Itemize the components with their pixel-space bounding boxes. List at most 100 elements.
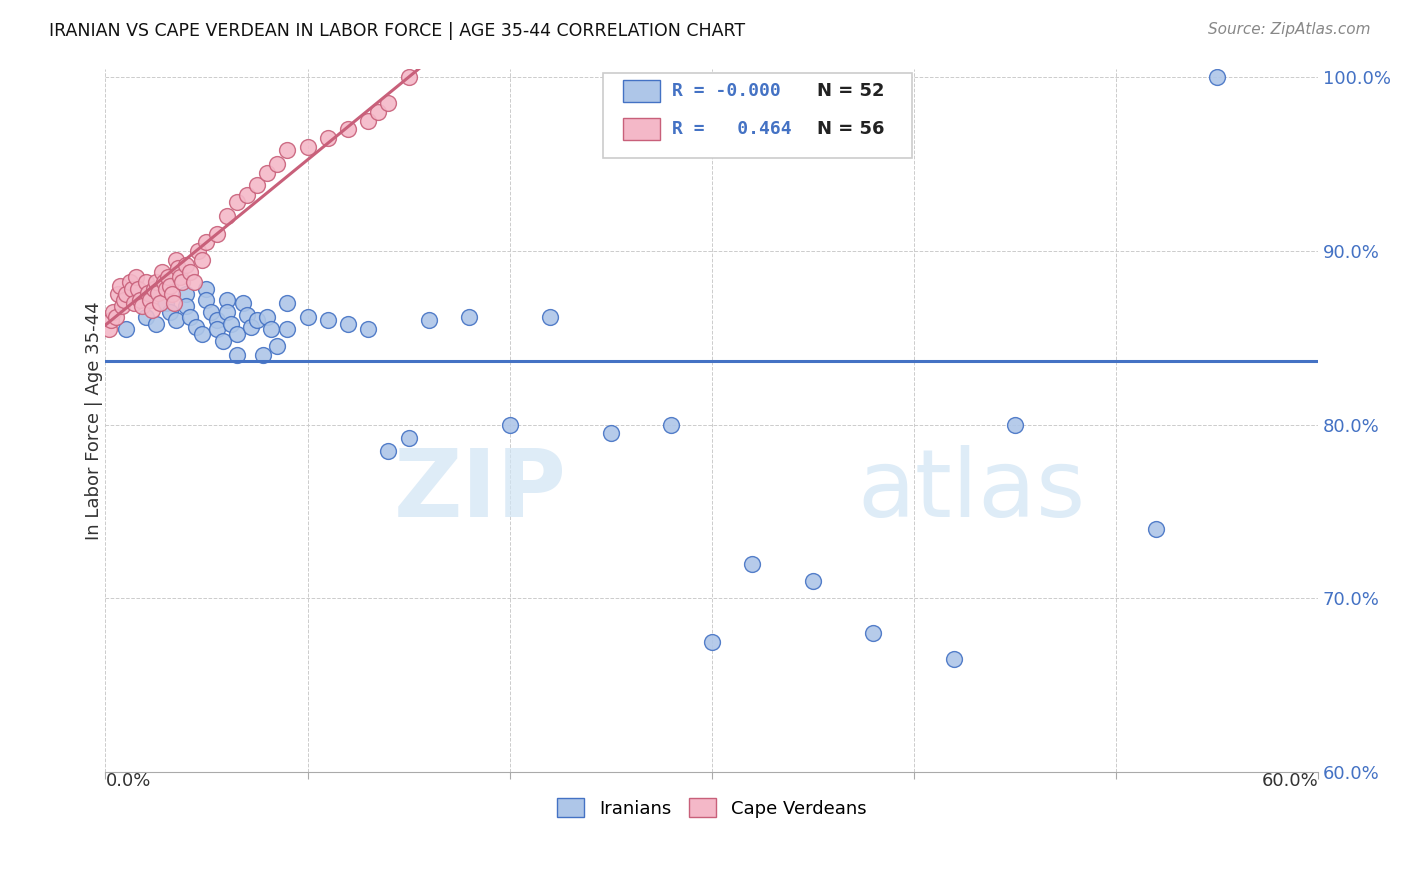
Point: [398, 70, 420, 85]
Point: [357, 322, 380, 336]
Point: [195, 282, 218, 296]
Point: [215, 304, 238, 318]
Point: [205, 322, 228, 336]
Text: ZIP: ZIP: [394, 444, 567, 537]
Point: [135, 275, 157, 289]
Point: [141, 302, 163, 317]
Point: [172, 275, 194, 289]
Point: [174, 300, 197, 314]
Point: [219, 317, 242, 331]
Point: [125, 269, 148, 284]
Point: [659, 417, 682, 432]
Point: [142, 282, 165, 296]
Point: [225, 327, 247, 342]
Point: [183, 275, 205, 289]
Point: [107, 287, 129, 301]
Point: [398, 432, 420, 446]
Point: [232, 296, 254, 310]
Point: [276, 143, 298, 157]
Point: [195, 293, 218, 307]
Point: [297, 139, 319, 153]
Text: R = -0.000: R = -0.000: [672, 82, 780, 100]
Point: [246, 313, 269, 327]
Point: [336, 317, 359, 331]
Y-axis label: In Labor Force | Age 35-44: In Labor Force | Age 35-44: [86, 301, 103, 540]
Point: [159, 278, 181, 293]
Point: [108, 278, 131, 293]
Point: [367, 104, 389, 119]
Point: [104, 310, 127, 324]
Point: [145, 275, 167, 289]
Point: [167, 261, 190, 276]
Point: [146, 285, 169, 300]
Point: [377, 443, 399, 458]
Point: [121, 282, 143, 296]
Text: Source: ZipAtlas.com: Source: ZipAtlas.com: [1208, 22, 1371, 37]
Point: [150, 265, 173, 279]
Point: [276, 296, 298, 310]
Point: [149, 296, 172, 310]
Point: [165, 313, 187, 327]
Point: [498, 417, 520, 432]
Point: [110, 300, 132, 314]
Point: [139, 293, 162, 307]
Point: [256, 310, 278, 324]
Point: [112, 293, 135, 307]
Point: [357, 113, 380, 128]
Point: [599, 426, 621, 441]
Point: [135, 310, 157, 324]
Point: [943, 652, 966, 666]
Point: [297, 310, 319, 324]
Point: [155, 296, 177, 310]
Point: [256, 166, 278, 180]
Point: [246, 178, 269, 192]
Text: R =   0.464: R = 0.464: [672, 120, 792, 138]
Point: [316, 313, 339, 327]
Point: [205, 227, 228, 241]
Bar: [623, 79, 659, 103]
Point: [186, 320, 208, 334]
Point: [179, 265, 201, 279]
Point: [266, 339, 288, 353]
Point: [155, 282, 177, 296]
Point: [215, 293, 238, 307]
Point: [145, 317, 167, 331]
Point: [252, 348, 274, 362]
Point: [211, 334, 233, 349]
Point: [700, 634, 723, 648]
Point: [1004, 417, 1026, 432]
Point: [100, 313, 122, 327]
Text: 60.0%: 60.0%: [1261, 772, 1319, 790]
Point: [131, 300, 153, 314]
Point: [418, 313, 440, 327]
Point: [159, 304, 181, 318]
Point: [225, 348, 247, 362]
Bar: [623, 118, 659, 140]
Point: [179, 310, 201, 324]
Point: [165, 252, 187, 267]
Point: [205, 313, 228, 327]
Point: [136, 285, 159, 300]
Point: [163, 296, 186, 310]
Point: [114, 322, 136, 336]
Point: [122, 296, 145, 310]
Point: [215, 209, 238, 223]
Point: [1146, 522, 1168, 536]
Point: [862, 626, 884, 640]
Point: [169, 269, 191, 284]
Point: [157, 269, 180, 284]
Point: [118, 275, 141, 289]
Point: [260, 322, 283, 336]
Text: atlas: atlas: [858, 444, 1085, 537]
Point: [98, 322, 121, 336]
Point: [538, 310, 561, 324]
Point: [336, 122, 359, 136]
Point: [114, 287, 136, 301]
Point: [276, 322, 298, 336]
Text: N = 52: N = 52: [817, 82, 884, 100]
Point: [153, 275, 176, 289]
Point: [128, 293, 150, 307]
Point: [239, 320, 262, 334]
Text: N = 56: N = 56: [817, 120, 884, 138]
Point: [187, 244, 209, 258]
